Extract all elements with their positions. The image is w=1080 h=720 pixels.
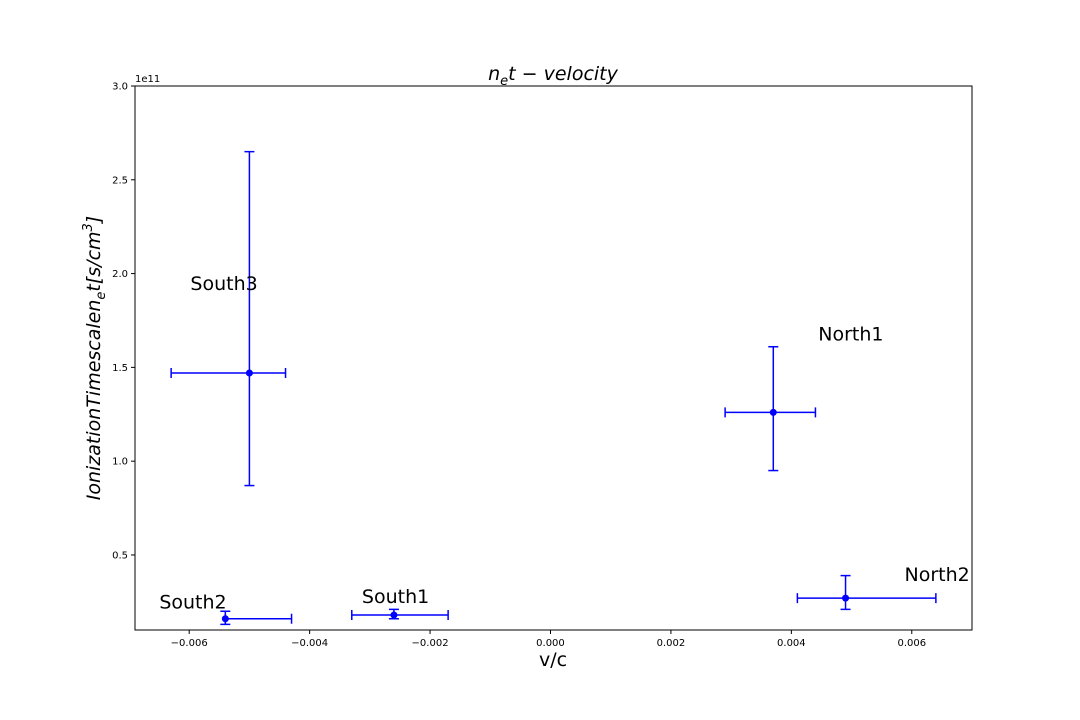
data-point-label: South3 (190, 273, 257, 295)
x-tick-label: −0.004 (291, 638, 328, 649)
data-point-label: South1 (362, 586, 429, 608)
y-axis-label-sup: 3 (81, 223, 96, 231)
data-point (245, 369, 253, 377)
data-point-label: North2 (905, 564, 970, 586)
data-point-label: South2 (159, 592, 226, 614)
x-tick-label: 0.002 (657, 638, 686, 649)
ticks-layer: −0.006 −0.004 −0.002 0.000 0.002 0.004 0.006 0.… (112, 82, 926, 650)
chart-title-base: n (488, 63, 500, 85)
y-axis-label: IonizationTimescalenet[s/cm3] (81, 216, 109, 500)
y-tick-label: 3.0 (112, 82, 128, 93)
y-tick-label: 2.0 (112, 269, 128, 280)
marker-layer (221, 369, 850, 623)
label-layer: South3 North1 South2 South1 North2 (159, 273, 969, 614)
y-axis-label-sub: e (94, 292, 109, 300)
chart-title-rest: t − velocity (508, 63, 618, 85)
x-tick-label: −0.006 (171, 638, 208, 649)
x-tick-label: 0.004 (777, 638, 806, 649)
y-tick-label: 1.5 (112, 363, 128, 374)
data-point (221, 615, 229, 623)
data-point (769, 408, 777, 416)
plot-area-frame (134, 85, 973, 631)
y-tick-label: 1.0 (112, 457, 128, 468)
y-exponent-label: 1e11 (135, 74, 160, 85)
y-axis-label-base: IonizationTimescalen (83, 300, 105, 501)
chart-title-sub: e (500, 74, 508, 89)
x-tick-label: 0.006 (897, 638, 926, 649)
x-axis-label: v/c (539, 649, 567, 671)
y-tick-label: 2.5 (112, 175, 128, 186)
x-tick-label: 0.000 (536, 638, 565, 649)
data-point-label: North1 (818, 323, 883, 345)
y-axis-label-rest: t[s/cm (83, 231, 105, 291)
y-axis-label-close: ] (83, 216, 105, 224)
y-tick-label: 0.5 (112, 550, 128, 561)
data-point (842, 594, 850, 602)
data-point (390, 611, 398, 619)
x-tick-label: −0.002 (412, 638, 449, 649)
chart-title: net − velocity (488, 63, 619, 89)
